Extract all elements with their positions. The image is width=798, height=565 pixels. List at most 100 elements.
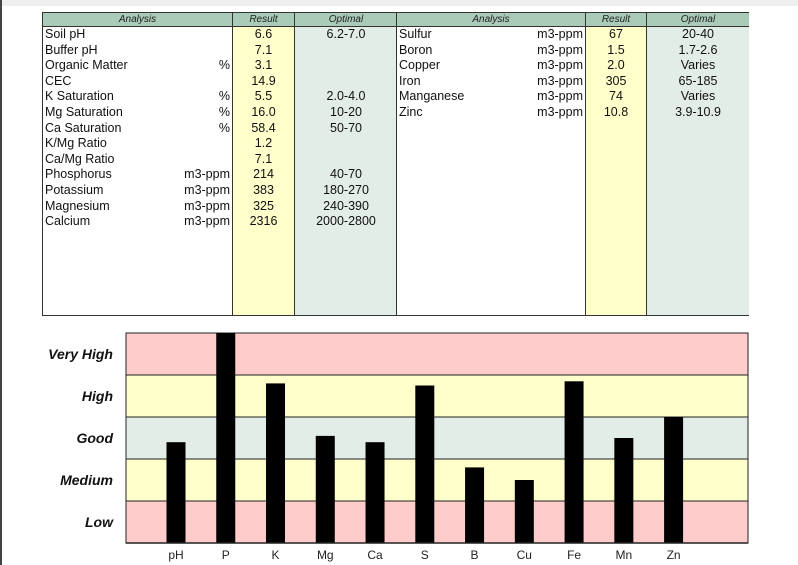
table-row: Copper m3-ppm bbox=[397, 58, 585, 74]
bar-Mn bbox=[614, 438, 634, 543]
table-row: Mg Saturation% bbox=[43, 105, 232, 121]
bar-Cu bbox=[514, 480, 534, 543]
optimal-column: Optimal 6.2-7.0 2.0-4.0 10-20 50-70 40-70 180-… bbox=[294, 13, 397, 315]
result-value: 1.2 bbox=[254, 136, 273, 151]
x-tick-label: Ca bbox=[367, 548, 383, 562]
bar-K bbox=[266, 383, 286, 543]
analysis-name: Sulfur bbox=[399, 27, 432, 41]
table-row: Boron m3-ppm bbox=[397, 43, 585, 59]
optimal-value: 6.2-7.0 bbox=[326, 27, 366, 41]
x-tick-label: B bbox=[471, 548, 479, 562]
table-row: K/Mg Ratio bbox=[43, 136, 232, 152]
result-value: 74 bbox=[609, 89, 623, 104]
optimal-value: 65-185 bbox=[678, 73, 718, 88]
analysis-column: Analysis Sulfur m3-ppm Boron m3-ppm Copper m3-… bbox=[397, 13, 585, 315]
optimal-value: Varies bbox=[680, 89, 716, 104]
x-tick-label: Fe bbox=[567, 548, 581, 562]
analysis-header: Analysis bbox=[397, 13, 585, 27]
bar-pH bbox=[166, 442, 186, 543]
bar-S bbox=[415, 385, 435, 543]
analysis-unit: % bbox=[218, 120, 230, 135]
band-label: Low bbox=[85, 514, 114, 530]
result-value: 5.5 bbox=[254, 89, 273, 104]
table-row: Potassium m3-ppm bbox=[43, 183, 232, 199]
band-label: Good bbox=[76, 430, 113, 446]
analysis-unit: m3-ppm bbox=[184, 198, 230, 213]
analysis-name: K Saturation bbox=[45, 89, 114, 104]
optimal-value: 240-390 bbox=[323, 198, 369, 213]
result-column: Result 6.6 7.1 3.1 14.9 5.5 16.0 58.4 1.2 7.1 214 3… bbox=[232, 13, 294, 315]
analysis-name: Calcium bbox=[45, 214, 91, 229]
table-row: Buffer pH bbox=[43, 43, 232, 59]
result-value: 214 bbox=[253, 167, 274, 182]
band-label: Very High bbox=[48, 346, 113, 362]
analysis-name: Buffer pH bbox=[45, 42, 98, 57]
result-column: Result 67 1.5 2.0 305 74 10.8 bbox=[585, 13, 646, 315]
optimal-value: Varies bbox=[680, 58, 716, 73]
analysis-header: Analysis bbox=[43, 13, 232, 27]
table-row: Phosphorus m3-ppm bbox=[43, 167, 232, 183]
result-value: 16.0 bbox=[251, 104, 276, 119]
table-row: CEC bbox=[43, 74, 232, 90]
table-row: Ca/Mg Ratio bbox=[43, 152, 232, 168]
table-row: K Saturation% bbox=[43, 89, 232, 105]
result-value: 67 bbox=[609, 27, 623, 41]
analysis-name: Potassium bbox=[45, 182, 104, 197]
result-value: 58.4 bbox=[251, 120, 276, 135]
result-value: 305 bbox=[605, 73, 627, 88]
bar-Mg bbox=[315, 435, 335, 543]
analysis-unit: m3-ppm bbox=[537, 104, 583, 119]
optimal-value: 180-270 bbox=[323, 182, 369, 197]
analysis-name: Ca/Mg Ratio bbox=[45, 151, 115, 166]
analysis-name: Magnesium bbox=[45, 198, 110, 213]
analysis-unit: m3-ppm bbox=[537, 58, 583, 73]
optimal-value: 3.9-10.9 bbox=[675, 104, 721, 119]
table-row: Sulfur m3-ppm bbox=[397, 27, 585, 43]
analysis-unit: m3-ppm bbox=[537, 89, 583, 104]
analysis-column: Analysis Soil pH Buffer pH Organic Matter% C… bbox=[43, 13, 232, 315]
analysis-unit: % bbox=[218, 104, 230, 119]
table-row: Manganese m3-ppm bbox=[397, 89, 585, 105]
analysis-name: Copper bbox=[399, 58, 440, 73]
table-row: Ca Saturation% bbox=[43, 121, 232, 137]
optimal-value: 50-70 bbox=[330, 120, 362, 135]
x-tick-label: pH bbox=[168, 548, 183, 562]
bar-Fe bbox=[564, 381, 584, 543]
optimal-value: 1.7-2.6 bbox=[678, 42, 718, 57]
analysis-unit: % bbox=[218, 58, 230, 73]
result-value: 6.6 bbox=[254, 27, 273, 41]
analysis-name: Phosphorus bbox=[45, 167, 112, 182]
bar-Zn bbox=[664, 417, 684, 543]
table-row: Calcium m3-ppm bbox=[43, 214, 232, 230]
bar-P bbox=[216, 333, 236, 543]
left-border bbox=[0, 0, 2, 565]
analysis-name: Boron bbox=[399, 42, 433, 57]
result-value: 10.8 bbox=[603, 104, 629, 119]
analysis-unit: m3-ppm bbox=[537, 42, 583, 57]
x-tick-label: P bbox=[222, 548, 230, 562]
optimal-column: Optimal 20-40 1.7-2.6 Varies 65-185 Varies 3.9… bbox=[646, 13, 749, 315]
analysis-name: Zinc bbox=[399, 104, 423, 119]
x-tick-label: Zn bbox=[667, 548, 681, 562]
top-strip bbox=[0, 0, 798, 6]
optimal-value bbox=[295, 58, 397, 74]
result-value: 7.1 bbox=[254, 42, 273, 57]
optimal-header: Optimal bbox=[295, 13, 397, 27]
table-row: Organic Matter% bbox=[43, 58, 232, 74]
optimal-value bbox=[295, 136, 397, 152]
optimal-value: 2.0-4.0 bbox=[326, 89, 366, 104]
analysis-unit: m3-ppm bbox=[184, 214, 230, 229]
optimal-value: 40-70 bbox=[330, 167, 362, 182]
analysis-name: Iron bbox=[399, 73, 421, 88]
bar-B bbox=[465, 467, 485, 543]
result-value: 14.9 bbox=[251, 73, 276, 88]
result-header: Result bbox=[233, 13, 294, 27]
bar-Ca bbox=[365, 442, 385, 543]
soil-table-right: Analysis Sulfur m3-ppm Boron m3-ppm Copper m3-… bbox=[396, 12, 749, 316]
analysis-unit: m3-ppm bbox=[184, 182, 230, 197]
analysis-name: CEC bbox=[45, 73, 72, 88]
x-tick-label: Cu bbox=[517, 548, 532, 562]
analysis-name: Ca Saturation bbox=[45, 120, 122, 135]
optimal-value: 20-40 bbox=[682, 27, 714, 41]
result-value: 3.1 bbox=[254, 58, 273, 73]
